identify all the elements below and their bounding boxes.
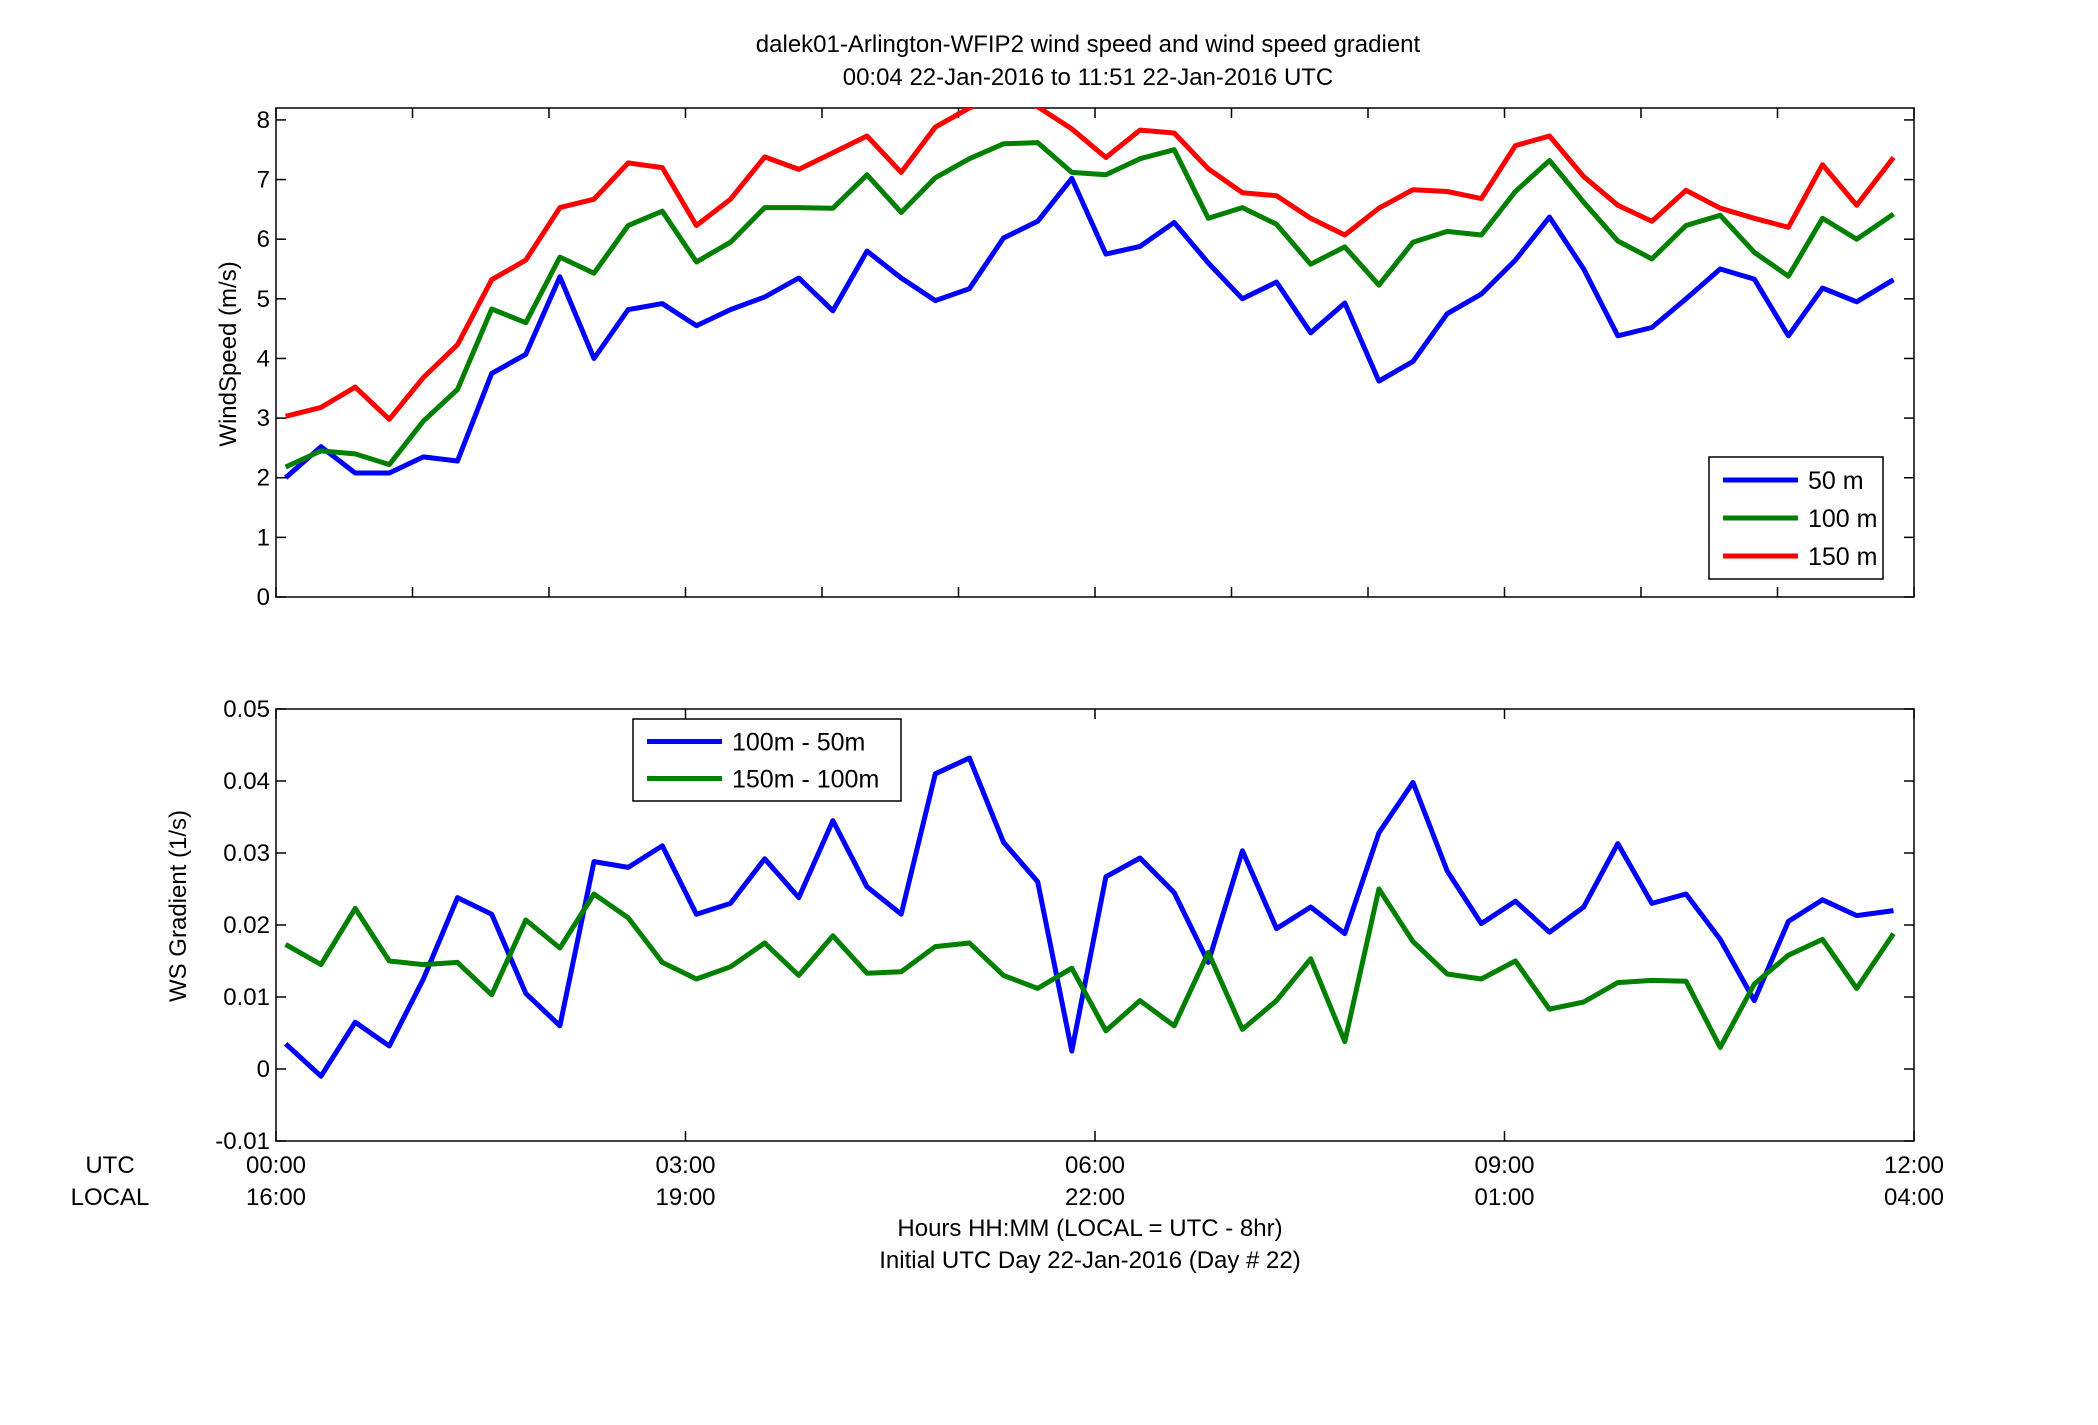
gradient-panel: WS Gradient (1/s) -0.01 0 0.01 0.02 0.03 0.04… [165, 696, 1915, 1155]
y-tick-label: 1 [257, 524, 270, 551]
x-tick-label-utc: 03:00 [655, 1152, 715, 1179]
x-tick-labels: 00:00 16:00 03:00 19:00 06:00 22:00 09:00 01:00… [246, 1152, 1944, 1211]
x-tick-label-local: 04:00 [1884, 1184, 1944, 1211]
series-line-100m [284, 140, 1895, 470]
y-tick-label: 0 [257, 584, 270, 611]
series-line-150m [284, 108, 1896, 422]
utc-row-label: UTC [85, 1152, 134, 1179]
y-tick-label: 0.05 [223, 696, 270, 723]
x-tick-label-utc: 06:00 [1065, 1152, 1125, 1179]
series-lines [283, 108, 1896, 480]
x-axis-label-line1: Hours HH:MM (LOCAL = UTC - 8hr) [897, 1215, 1282, 1242]
y-tick-label: 8 [257, 107, 270, 134]
y-tick-label: 7 [257, 167, 270, 194]
legend-box [632, 718, 902, 802]
y-tick-label: 5 [257, 286, 270, 313]
legend: 50 m 100 m 150 m [1708, 456, 1884, 580]
figure-title-line1: dalek01-Arlington-WFIP2 wind speed and w… [756, 31, 1421, 58]
series-line-100m-50m [283, 755, 1894, 1079]
x-tick-label-local: 01:00 [1474, 1184, 1534, 1211]
x-tick-label-utc: 12:00 [1884, 1152, 1944, 1179]
x-tick-label-local: 16:00 [246, 1184, 306, 1211]
x-tick-label-local: 19:00 [655, 1184, 715, 1211]
legend-label: 50 m [1808, 467, 1864, 495]
x-axis-label-line2: Initial UTC Day 22-Jan-2016 (Day # 22) [879, 1247, 1301, 1274]
figure-title-line2: 00:04 22-Jan-2016 to 11:51 22-Jan-2016 U… [843, 64, 1334, 91]
wind-speed-ylabel: WindSpeed (m/s) [215, 261, 242, 446]
y-tick-label: 0 [257, 1056, 270, 1083]
y-tick-label: 6 [257, 226, 270, 253]
y-tick-label: 0.01 [223, 984, 270, 1011]
y-tick-label: -0.01 [215, 1128, 270, 1155]
series-lines [283, 755, 1896, 1079]
legend-label: 150 m [1808, 543, 1877, 571]
series-line-150m-100m [284, 886, 1896, 1050]
y-tick-label: 0.03 [223, 840, 270, 867]
legend: 100m - 50m 150m - 100m [632, 718, 902, 802]
x-tick-label-utc: 09:00 [1474, 1152, 1534, 1179]
local-row-label: LOCAL [71, 1184, 150, 1211]
axes-box [275, 107, 1915, 598]
gradient-ylabel: WS Gradient (1/s) [165, 810, 192, 1002]
y-tick-label: 2 [257, 465, 270, 492]
y-tick-label: 3 [257, 405, 270, 432]
x-tick-label-utc: 00:00 [246, 1152, 306, 1179]
legend-label: 150m - 100m [732, 766, 879, 794]
series-line-50m [283, 175, 1895, 480]
y-tick-label: 0.02 [223, 912, 270, 939]
y-tick-label: 0.04 [223, 768, 270, 795]
wind-speed-panel: WindSpeed (m/s) 0 1 2 3 4 5 6 7 8 50 m 100 m 150 m [215, 107, 1915, 611]
x-tick-label-local: 22:00 [1065, 1184, 1125, 1211]
y-tick-label: 4 [257, 345, 270, 372]
legend-label: 100 m [1808, 505, 1877, 533]
legend-label: 100m - 50m [732, 729, 865, 757]
